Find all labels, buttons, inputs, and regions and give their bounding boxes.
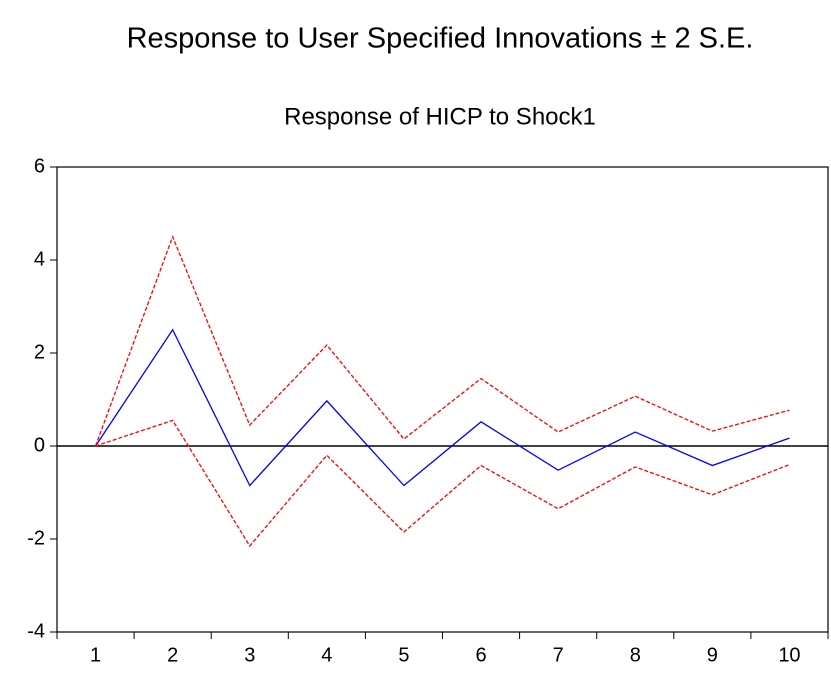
series-line (95, 419, 790, 548)
y-tick-label: 0 (34, 434, 45, 456)
y-tick-label: 2 (34, 341, 45, 363)
x-tick-label: 2 (167, 644, 178, 666)
x-tick-label: 10 (778, 644, 800, 666)
y-tick-label: -2 (27, 527, 45, 549)
y-tick-label: 6 (34, 155, 45, 177)
x-tick-label: 7 (553, 644, 564, 666)
series-line (95, 328, 790, 487)
x-tick-label: 1 (90, 644, 101, 666)
x-tick-label: 3 (244, 644, 255, 666)
chart-subtitle: Response of HICP to Shock1 (284, 103, 596, 130)
series-line (94, 234, 790, 447)
x-tick-label: 6 (475, 644, 486, 666)
x-tick-label: 8 (630, 644, 641, 666)
x-tick-label: 5 (398, 644, 409, 666)
y-tick-label: -4 (27, 620, 45, 642)
x-tick-label: 9 (707, 644, 718, 666)
y-tick-label: 4 (34, 248, 45, 270)
x-tick-label: 4 (321, 644, 332, 666)
chart-title: Response to User Specified Innovations ±… (127, 23, 754, 55)
